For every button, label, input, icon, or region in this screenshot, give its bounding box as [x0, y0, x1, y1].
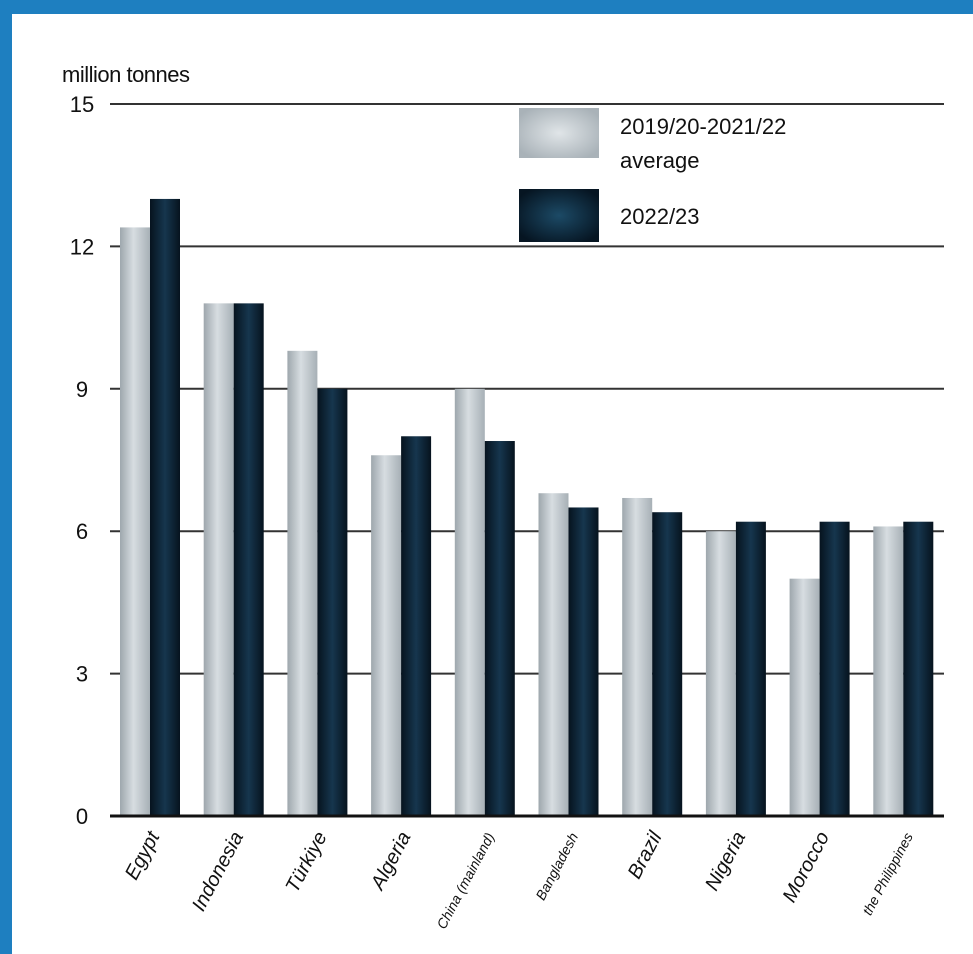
x-tick-label-8: Morocco [779, 828, 834, 906]
legend-label-2022-23: 2022/23 [620, 204, 700, 229]
x-tick-label-6: Brazil [624, 828, 667, 883]
bar-average-9 [873, 526, 904, 816]
bar-2022-23-9 [903, 521, 934, 816]
bar-2022-23-8 [819, 521, 850, 816]
bar-2022-23-0 [150, 198, 180, 816]
y-tick-label-9: 9 [76, 377, 88, 402]
bar-2022-23-2 [317, 388, 348, 816]
y-tick-label-0: 0 [76, 804, 88, 829]
legend-swatch-2022-23 [519, 189, 599, 242]
bar-average-1 [203, 303, 234, 816]
bar-2022-23-1 [233, 303, 264, 816]
y-axis-label: million tonnes [62, 62, 190, 87]
y-tick-label-12: 12 [70, 234, 94, 259]
bar-average-4 [454, 388, 485, 816]
bar-2022-23-5 [568, 507, 599, 816]
x-tick-label-7: Nigeria [701, 828, 750, 894]
bar-2022-23-4 [484, 441, 515, 816]
legend-label-average-line2: average [620, 148, 700, 173]
bar-average-0 [120, 227, 150, 816]
bar-average-2 [287, 350, 318, 816]
left-border [0, 0, 12, 954]
header-band [0, 0, 973, 14]
bar-average-3 [371, 455, 402, 816]
bar-average-6 [622, 497, 653, 816]
bar-2022-23-7 [735, 521, 766, 816]
legend-label-average: 2019/20-2021/22 [620, 114, 786, 139]
y-tick-label-15: 15 [70, 92, 94, 117]
x-tick-label-4: China (mainland) [433, 830, 497, 932]
bar-2022-23-6 [652, 512, 683, 816]
y-tick-label-6: 6 [76, 519, 88, 544]
bar-average-7 [705, 531, 736, 816]
bar-2022-23-3 [401, 436, 432, 816]
legend: 2019/20-2021/22 average 2022/23 [519, 108, 786, 242]
x-tick-label-2: Türkiye [282, 828, 332, 896]
bar-average-5 [538, 493, 569, 816]
x-tick-label-5: Bangladesh [532, 830, 581, 903]
x-tick-label-9: the Philippines [859, 830, 916, 918]
x-tick-label-0: Egypt [121, 827, 165, 884]
x-tick-label-3: Algeria [366, 828, 415, 894]
legend-swatch-average [519, 108, 599, 158]
x-tick-label-1: Indonesia [188, 828, 248, 915]
y-tick-label-3: 3 [76, 662, 88, 687]
bar-average-8 [789, 578, 820, 816]
